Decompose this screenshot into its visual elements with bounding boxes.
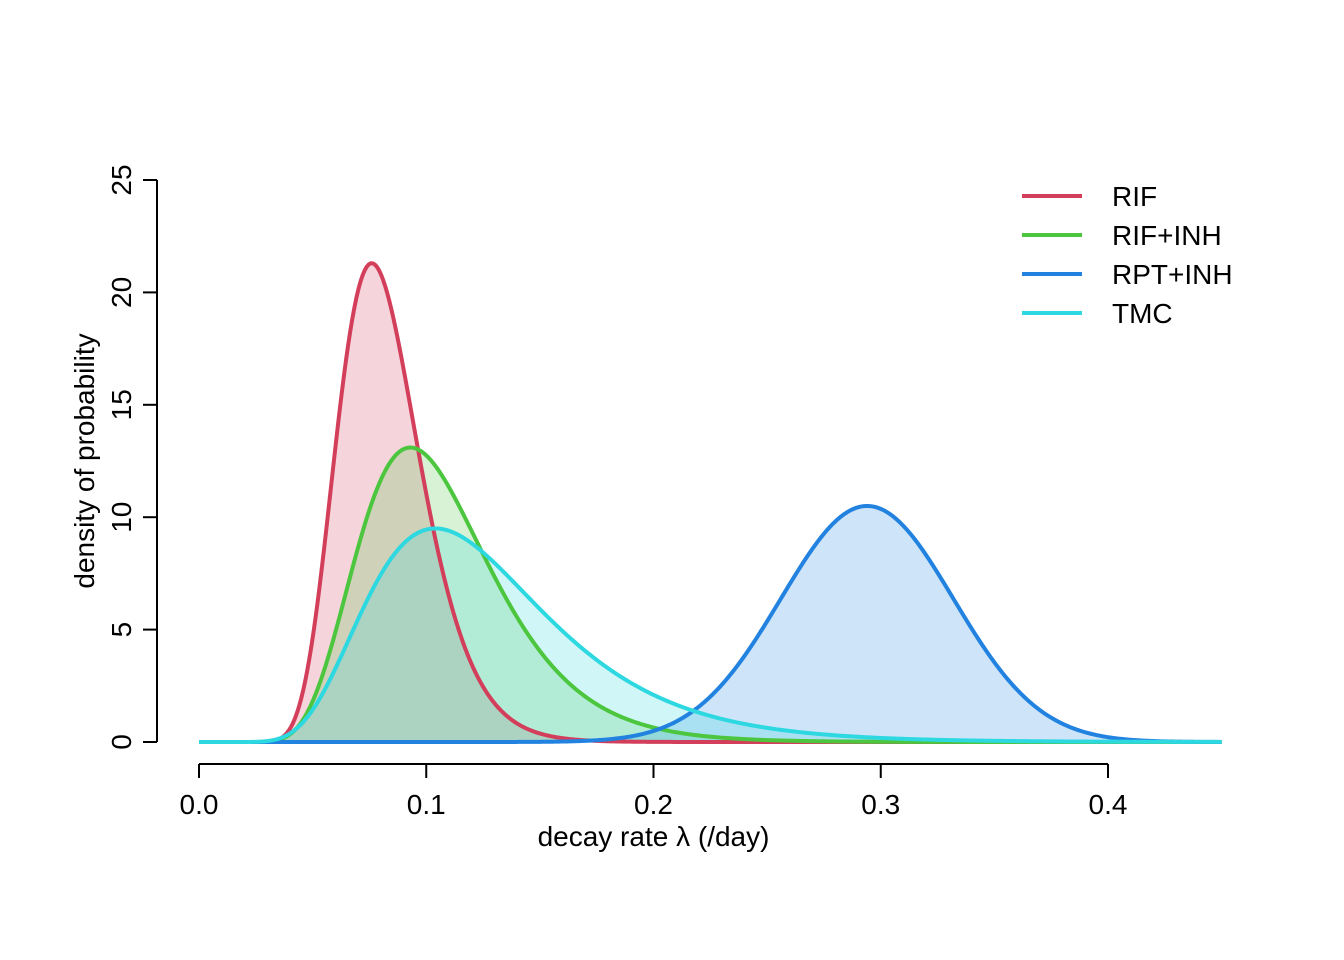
density-fills — [199, 263, 1222, 742]
y-tick-label-10: 10 — [106, 502, 137, 533]
legend-label-rpt-inh: RPT+INH — [1112, 259, 1233, 290]
legend-label-rif: RIF — [1112, 181, 1157, 212]
line-tmc — [199, 526, 1222, 744]
x-axis: 0.0 0.1 0.2 0.3 0.4 — [180, 763, 1128, 820]
x-tick-label-2: 0.2 — [634, 789, 673, 820]
x-tick-label-3: 0.3 — [861, 789, 900, 820]
x-tick-label-4: 0.4 — [1089, 789, 1128, 820]
y-axis-title: density of probability — [69, 333, 100, 588]
legend-label-tmc: TMC — [1112, 298, 1173, 329]
x-axis-title: decay rate λ (/day) — [538, 821, 770, 852]
legend: RIF RIF+INH RPT+INH TMC — [1022, 181, 1233, 329]
y-tick-label-0: 0 — [106, 734, 137, 750]
area-tmc — [199, 528, 1222, 742]
y-tick-label-5: 5 — [106, 622, 137, 638]
x-tick-label-1: 0.1 — [407, 789, 446, 820]
y-tick-label-20: 20 — [106, 277, 137, 308]
legend-label-rif-inh: RIF+INH — [1112, 220, 1222, 251]
x-tick-label-0: 0.0 — [180, 789, 219, 820]
density-curves — [199, 261, 1222, 744]
line-rpt-inh — [199, 503, 1222, 744]
y-axis: 0 5 10 15 20 25 — [106, 164, 158, 750]
y-tick-label-25: 25 — [106, 164, 137, 195]
y-tick-label-15: 15 — [106, 389, 137, 420]
area-rif-inh — [199, 447, 1222, 742]
area-rpt-inh — [199, 505, 1222, 742]
